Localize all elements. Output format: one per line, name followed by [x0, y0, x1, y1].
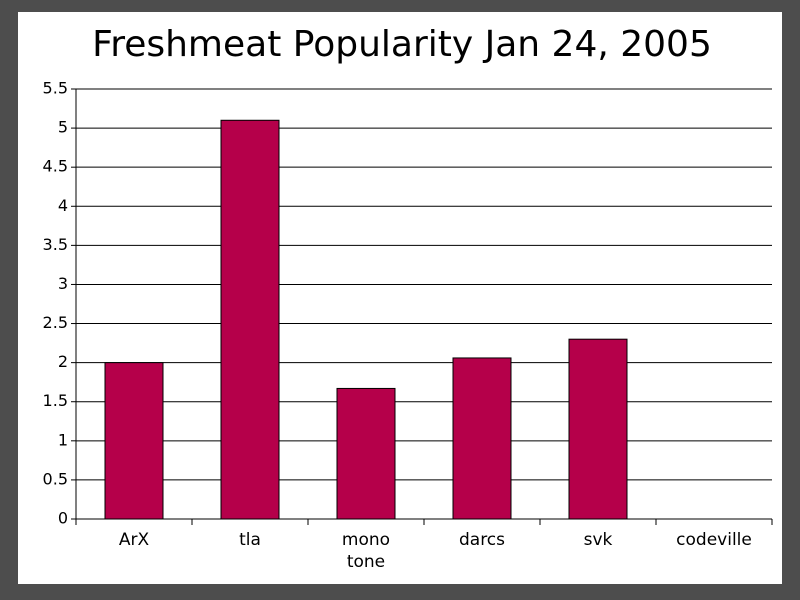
x-tick-label: darcs [459, 530, 505, 550]
y-tick-label: 5.5 [43, 79, 68, 98]
chart-title: Freshmeat Popularity Jan 24, 2005 [92, 24, 712, 65]
y-tick-label: 3 [58, 274, 68, 293]
x-tick-label: codeville [676, 530, 752, 550]
y-tick-label: 2.5 [43, 313, 68, 332]
bar [336, 387, 396, 520]
bar [452, 357, 512, 520]
y-tick-label: 1 [58, 430, 68, 449]
y-tick-label: 0.5 [43, 469, 68, 488]
x-tick-label: mono tone [342, 530, 390, 572]
y-tick-label: 1.5 [43, 391, 68, 410]
y-tick-label: 4 [58, 196, 68, 215]
x-tick-label: ArX [119, 530, 150, 550]
y-tick-label: 2 [58, 352, 68, 371]
y-tick-label: 5 [58, 118, 68, 137]
x-tick-label: svk [584, 530, 613, 550]
bar [104, 362, 164, 520]
x-tick-label: tla [239, 530, 261, 550]
bar [220, 119, 280, 520]
bar [568, 338, 628, 520]
y-tick-label: 0 [58, 509, 68, 528]
y-tick-label: 3.5 [43, 235, 68, 254]
y-tick-label: 4.5 [43, 157, 68, 176]
